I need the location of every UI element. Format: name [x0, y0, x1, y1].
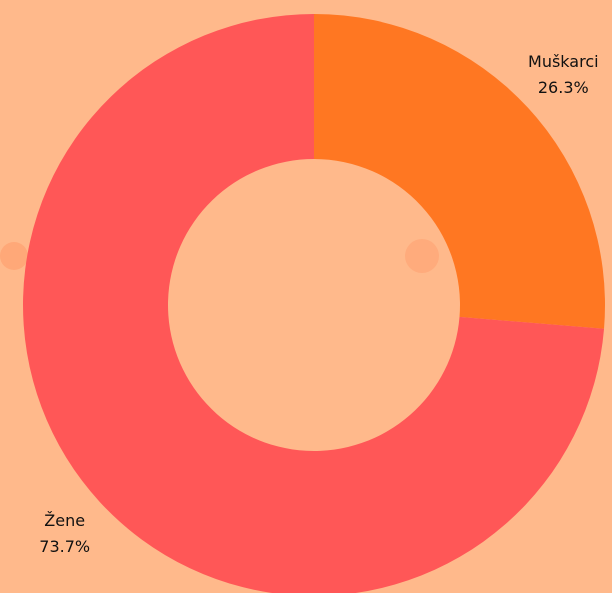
donut-segment: [314, 14, 606, 329]
segment-value-label: 26.3%: [538, 78, 589, 97]
segment-label: Žene: [44, 511, 85, 530]
decor-dot: [0, 242, 28, 270]
donut-segment: [23, 14, 605, 593]
segment-label: Muškarci: [528, 52, 599, 71]
plot: [23, 14, 606, 593]
segment-value-label: 73.7%: [39, 537, 90, 556]
decor-dot: [405, 239, 439, 273]
